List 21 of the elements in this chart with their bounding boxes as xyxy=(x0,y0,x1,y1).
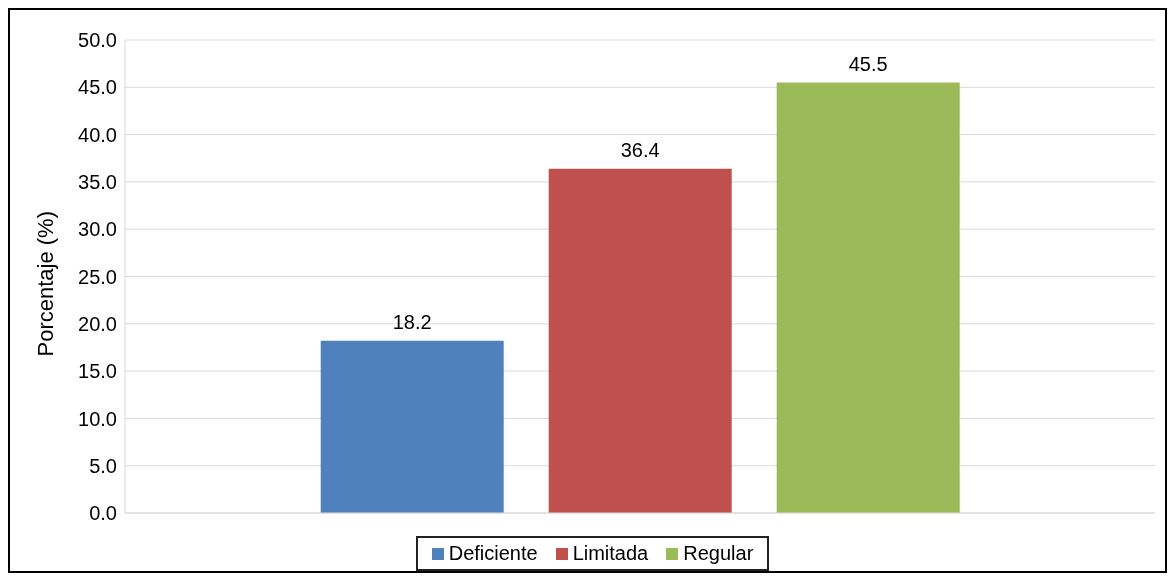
y-tick-label: 15.0 xyxy=(78,360,117,383)
bar xyxy=(776,82,960,513)
y-axis-title: Porcentaje (%) xyxy=(32,210,58,357)
y-tick-label: 20.0 xyxy=(78,312,117,335)
y-tick-label: 25.0 xyxy=(78,265,117,288)
y-tick-label: 40.0 xyxy=(78,123,117,146)
bar xyxy=(548,168,732,513)
y-tick-label: 30.0 xyxy=(78,218,117,241)
y-tick-label: 50.0 xyxy=(78,29,117,52)
bar xyxy=(320,340,504,513)
y-tick-label: 45.0 xyxy=(78,76,117,99)
legend-label: Limitada xyxy=(571,542,649,565)
legend-label: Regular xyxy=(682,542,754,565)
y-tick-label: 35.0 xyxy=(78,171,117,193)
y-tick-label: 10.0 xyxy=(78,407,117,430)
y-tick-label: 0.0 xyxy=(89,502,117,525)
data-label: 45.5 xyxy=(848,52,888,75)
legend-label: Deficiente xyxy=(447,542,538,565)
y-tick-label: 5.0 xyxy=(89,454,117,477)
data-label: 18.2 xyxy=(392,310,432,333)
data-label: 36.4 xyxy=(620,138,660,161)
